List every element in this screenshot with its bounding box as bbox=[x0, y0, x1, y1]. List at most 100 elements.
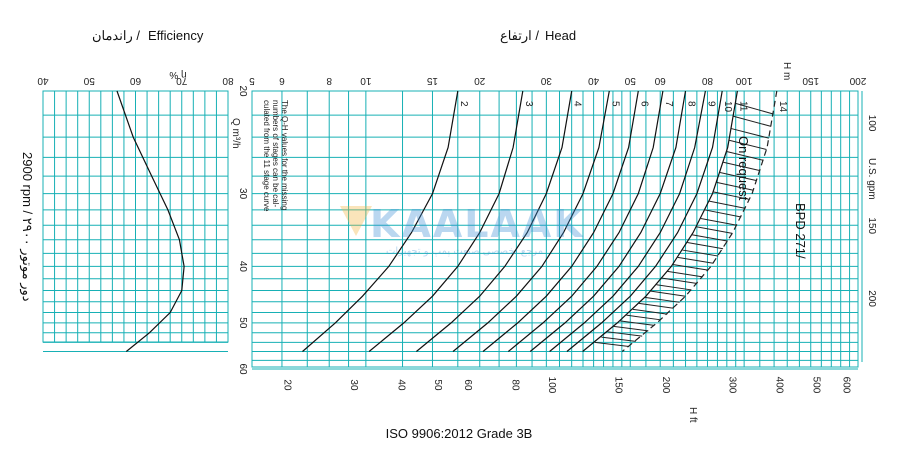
on-request-hatch bbox=[607, 331, 643, 337]
head-ft-tick-label: 30 bbox=[348, 379, 359, 391]
usgpm-tick-label: 150 bbox=[866, 217, 877, 234]
flow-tick-label: 30 bbox=[237, 188, 248, 200]
head-m-tick-label: 5 bbox=[249, 75, 255, 86]
head-m-tick-label: 30 bbox=[540, 75, 552, 86]
stage-label-3: 3 bbox=[523, 101, 534, 107]
stage-label-6: 6 bbox=[638, 101, 649, 107]
on-request-hatch bbox=[619, 320, 655, 326]
note-line-1: The Q-H values for the missing bbox=[280, 100, 289, 210]
stage-curve-10 bbox=[566, 90, 723, 352]
flow-axis-label: Q m³/h bbox=[230, 118, 241, 149]
on-request-hatch bbox=[713, 191, 750, 200]
head-m-tick-label: 10 bbox=[360, 75, 372, 86]
stage-curve-7 bbox=[507, 90, 664, 352]
watermark-text: KAALAAK bbox=[370, 202, 585, 246]
on-request-hatch bbox=[709, 200, 746, 209]
on-request-hatch bbox=[719, 172, 757, 182]
stage-note: The Q-H values for the missing numbers o… bbox=[262, 100, 289, 212]
on-request-hatch bbox=[733, 115, 772, 127]
stage-curve-2 bbox=[302, 90, 459, 352]
efficiency-label-fa: راندمان / bbox=[92, 28, 140, 44]
standard-footer: ISO 9906:2012 Grade 3B bbox=[385, 426, 533, 441]
usgpm-axis-label: U.S. gpm bbox=[866, 158, 877, 200]
eff-tick-label: 50 bbox=[83, 75, 95, 86]
head-ft-tick-label: 100 bbox=[546, 377, 557, 394]
stage-label-8: 8 bbox=[686, 101, 697, 107]
on-request-hatch bbox=[644, 296, 680, 303]
head-m-tick-label: 50 bbox=[624, 75, 636, 86]
watermark-logo: KAALAAK مرجع تخصصی صنعت پمپ و تجهیزات bbox=[340, 198, 583, 268]
on-request-hatch bbox=[696, 226, 733, 234]
head-ft-tick-label: 20 bbox=[282, 379, 293, 391]
note-line-3: culated from the 11 stage curve bbox=[262, 100, 271, 212]
flow-tick-label: 50 bbox=[237, 317, 248, 329]
logo-mark-icon bbox=[340, 206, 372, 236]
on-request-hatch bbox=[656, 284, 692, 291]
on-request-hatch bbox=[650, 290, 686, 297]
eff-tick-label: 60 bbox=[130, 75, 142, 86]
stage-curve-3 bbox=[368, 90, 524, 352]
flow-tick-label: 20 bbox=[237, 85, 248, 97]
eff-tick-label: 40 bbox=[37, 75, 49, 86]
head-m-tick-label: 6 bbox=[279, 75, 285, 86]
stage-label-10: 10 bbox=[722, 101, 733, 113]
on-request-hatch bbox=[682, 249, 719, 257]
head-m-axis-label: H m bbox=[781, 62, 792, 80]
on-request-hatch bbox=[735, 102, 774, 115]
head-m-tick-label: 8 bbox=[326, 75, 332, 86]
efficiency-label: Efficiency bbox=[148, 28, 204, 43]
on-request-label: On request bbox=[736, 136, 751, 201]
head-ft-axis-label: H ft bbox=[687, 407, 698, 423]
on-request-hatch bbox=[626, 314, 661, 321]
on-request-hatch bbox=[677, 256, 714, 264]
watermark-subtext: مرجع تخصصی صنعت پمپ و تجهیزات bbox=[386, 246, 544, 257]
stage-curve-11 bbox=[582, 90, 738, 352]
pump-model-label: BPD 271/ bbox=[793, 203, 808, 259]
usgpm-tick-label: 100 bbox=[866, 115, 877, 132]
stage-curve-14 bbox=[621, 90, 778, 352]
head-m-tick-label: 150 bbox=[802, 75, 819, 86]
head-ft-tick-label: 60 bbox=[462, 379, 473, 391]
note-line-2: numbers of stages can be cal- bbox=[271, 100, 280, 208]
stage-label-11: 11 bbox=[737, 101, 748, 112]
head-panel: 5 6 8 10 15 20 30 40 50 60 80 100 150 200 H m 20 30 40 50 6… bbox=[230, 62, 877, 423]
head-ft-tick-label: 50 bbox=[432, 379, 443, 391]
head-ft-tick-label: 80 bbox=[509, 379, 520, 391]
stage-label-5: 5 bbox=[609, 101, 620, 107]
efficiency-panel: 40 50 60 70 80 η % bbox=[37, 69, 234, 353]
on-request-hatch bbox=[601, 336, 636, 342]
on-request-hatch bbox=[723, 161, 761, 172]
flow-tick-label: 40 bbox=[237, 261, 248, 273]
on-request-hatch bbox=[594, 341, 630, 348]
on-request-hatch bbox=[729, 139, 767, 150]
eff-axis-label: η % bbox=[169, 69, 186, 80]
on-request-hatch bbox=[691, 234, 728, 242]
stage-curve-8 bbox=[529, 90, 687, 352]
head-m-tick-label: 80 bbox=[701, 75, 713, 86]
eff-tick-label: 80 bbox=[222, 75, 234, 86]
on-request-hatch bbox=[667, 270, 703, 278]
stage-curve-9 bbox=[549, 90, 706, 352]
flow-tick-label: 60 bbox=[237, 363, 248, 375]
head-frame bbox=[251, 90, 859, 368]
on-request-hatch bbox=[704, 209, 742, 218]
head-m-tick-label: 100 bbox=[735, 75, 752, 86]
stage-curve-5 bbox=[452, 90, 610, 352]
on-request-hatch bbox=[687, 242, 724, 250]
head-ft-tick-label: 500 bbox=[810, 377, 821, 394]
head-m-tick-label: 40 bbox=[588, 75, 600, 86]
stage-curve-4 bbox=[416, 90, 573, 352]
stage-label-7: 7 bbox=[663, 101, 674, 107]
on-request-hatch bbox=[662, 277, 698, 285]
usgpm-tick-label: 200 bbox=[866, 290, 877, 307]
on-request-hatch bbox=[731, 128, 770, 139]
efficiency-curve bbox=[116, 90, 185, 352]
on-request-hatch bbox=[726, 150, 764, 161]
head-m-tick-label: 15 bbox=[426, 75, 438, 86]
head-ft-tick-label: 400 bbox=[774, 377, 785, 394]
on-request-hatch bbox=[613, 325, 649, 332]
head-ft-tick-label: 200 bbox=[660, 377, 671, 394]
stage-curve-6 bbox=[482, 90, 639, 352]
head-m-tick-label: 200 bbox=[849, 75, 866, 86]
head-ft-tick-label: 300 bbox=[726, 377, 737, 394]
